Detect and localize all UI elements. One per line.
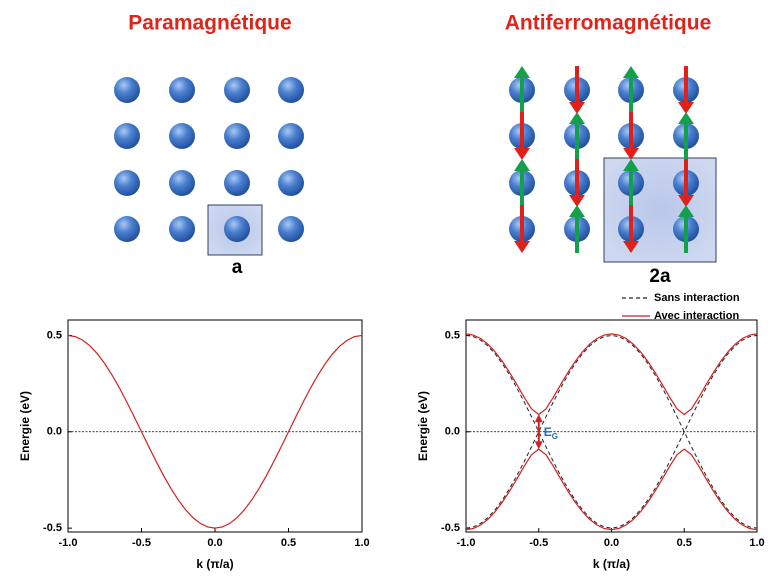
x-tick-label: -1.0 xyxy=(457,537,476,549)
band-line xyxy=(465,334,758,529)
y-axis-label: Energie (eV) xyxy=(18,391,32,461)
x-axis-label: k (π/a) xyxy=(196,557,233,571)
spin-arrowhead xyxy=(623,148,639,160)
spin-arrowhead xyxy=(678,205,694,217)
x-tick-label: 0.5 xyxy=(677,537,692,549)
spin-arrowhead xyxy=(678,195,694,207)
y-tick-label: 0.5 xyxy=(445,329,460,341)
gap-label-sub: G xyxy=(552,432,558,441)
atom xyxy=(114,123,140,149)
spin-arrowhead xyxy=(623,241,639,253)
spin-arrowhead xyxy=(623,159,639,171)
gap-label-main: E xyxy=(544,425,552,439)
legend-label: Avec interaction xyxy=(654,310,739,322)
atom xyxy=(224,170,250,196)
x-axis-label: k (π/a) xyxy=(593,557,630,571)
x-tick-label: 0.0 xyxy=(604,537,619,549)
x-tick-label: -0.5 xyxy=(529,537,548,549)
gap-arrowhead xyxy=(534,414,543,450)
atom xyxy=(114,216,140,242)
spin-arrowhead xyxy=(514,159,530,171)
gap-label: EG xyxy=(544,425,558,441)
band-line xyxy=(67,334,363,529)
band-line xyxy=(465,448,758,531)
atom xyxy=(114,77,140,103)
diagram-title: Paramagnétique xyxy=(128,12,291,35)
band-line xyxy=(465,334,758,529)
spin-arrowhead xyxy=(623,66,639,78)
spin-arrowhead xyxy=(569,205,585,217)
diagram-title: Antiferromagnétique xyxy=(505,12,712,35)
atom xyxy=(224,77,250,103)
atom xyxy=(278,77,304,103)
atom xyxy=(224,123,250,149)
lattice xyxy=(114,66,699,253)
atom xyxy=(169,77,195,103)
atom xyxy=(169,123,195,149)
y-tick-label: -0.5 xyxy=(441,522,460,534)
atom xyxy=(278,123,304,149)
x-tick-label: 1.0 xyxy=(749,537,764,549)
atom xyxy=(278,170,304,196)
spin-arrowhead xyxy=(514,241,530,253)
spin-arrowhead xyxy=(678,102,694,114)
spin-arrowhead xyxy=(678,112,694,124)
y-tick-label: 0.0 xyxy=(47,426,62,438)
atom xyxy=(169,170,195,196)
band-line xyxy=(465,333,758,416)
plot-frame xyxy=(465,319,758,533)
spin-arrowhead xyxy=(514,66,530,78)
x-tick-label: -1.0 xyxy=(59,537,78,549)
x-tick-label: -0.5 xyxy=(132,537,151,549)
unit-cell xyxy=(603,157,717,263)
spin-arrowhead xyxy=(569,112,585,124)
atom xyxy=(169,216,195,242)
y-tick-label: -0.5 xyxy=(43,522,62,534)
atom xyxy=(114,170,140,196)
x-tick-label: 0.0 xyxy=(207,537,222,549)
y-axis-label: Energie (eV) xyxy=(416,391,430,461)
cell-label: 2a xyxy=(649,266,671,287)
x-tick-label: 1.0 xyxy=(354,537,369,549)
spin-arrowhead xyxy=(514,148,530,160)
spin-arrowhead xyxy=(569,195,585,207)
legend-label: Sans interaction xyxy=(654,292,740,304)
x-tick-label: 0.5 xyxy=(281,537,296,549)
plot-frame xyxy=(67,319,363,533)
cell-label: a xyxy=(232,257,243,278)
y-tick-label: 0.5 xyxy=(47,329,62,341)
y-tick-label: 0.0 xyxy=(445,426,460,438)
spin-arrowhead xyxy=(569,102,585,114)
atom xyxy=(224,216,250,242)
atom xyxy=(278,216,304,242)
